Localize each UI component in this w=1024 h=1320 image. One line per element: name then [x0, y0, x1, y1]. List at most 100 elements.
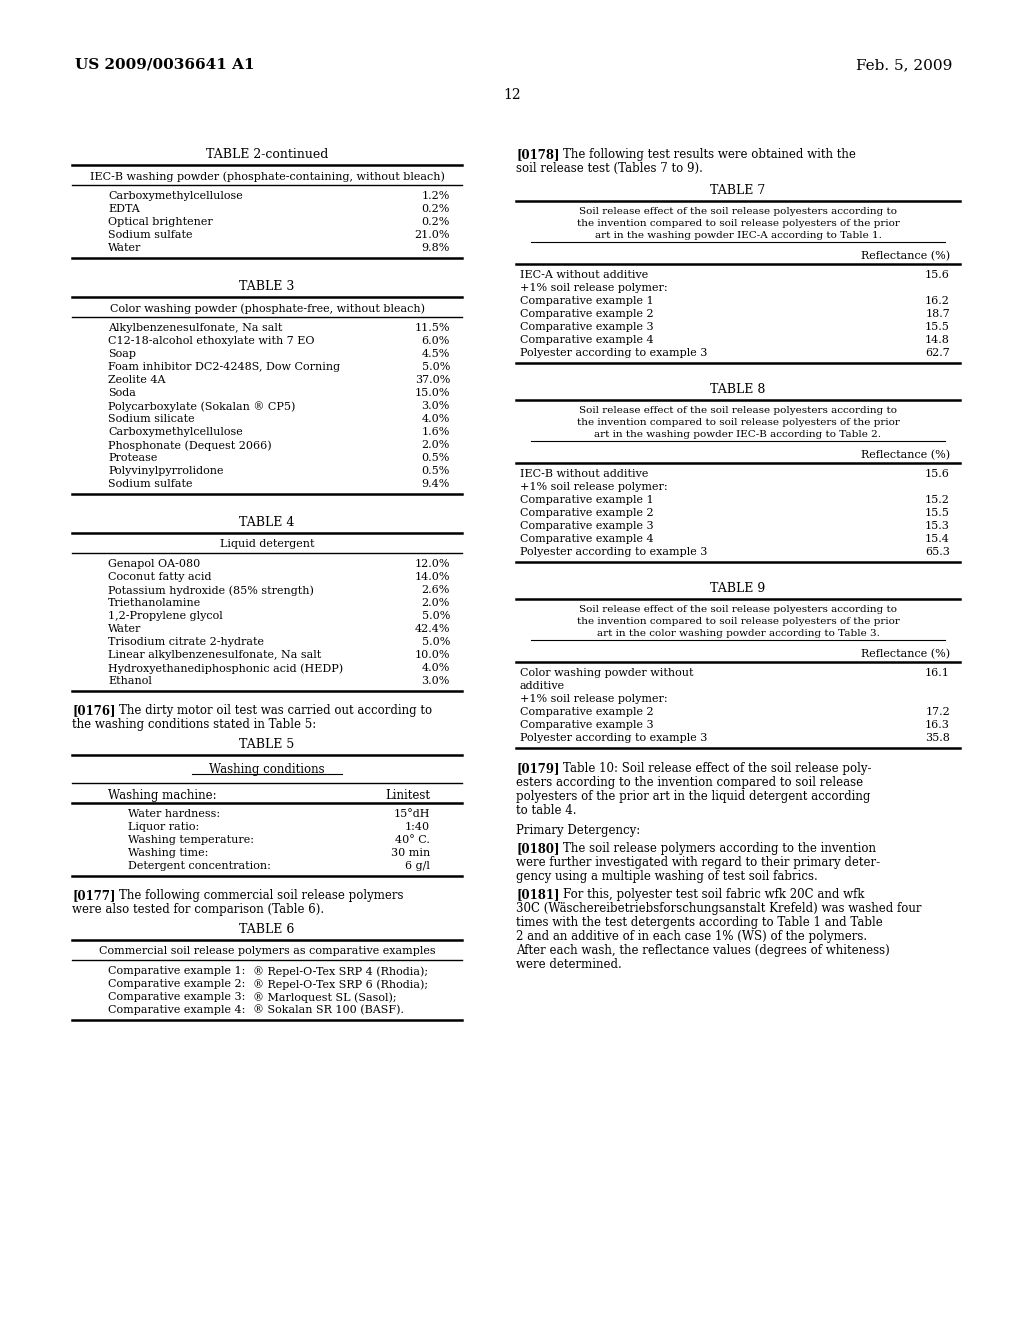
Text: Triethanolamine: Triethanolamine [108, 598, 202, 609]
Text: the invention compared to soil release polyesters of the prior: the invention compared to soil release p… [577, 219, 899, 228]
Text: Reflectance (%): Reflectance (%) [861, 450, 950, 461]
Text: Comparative example 1: Comparative example 1 [520, 296, 653, 306]
Text: 14.0%: 14.0% [415, 572, 450, 582]
Text: the washing conditions stated in Table 5:: the washing conditions stated in Table 5… [72, 718, 316, 731]
Text: ® Repel-O-Tex SRP 4 (Rhodia);: ® Repel-O-Tex SRP 4 (Rhodia); [253, 966, 428, 977]
Text: Carboxymethylcellulose: Carboxymethylcellulose [108, 191, 243, 201]
Text: Soda: Soda [108, 388, 136, 399]
Text: 5.0%: 5.0% [422, 362, 450, 372]
Text: Comparative example 2: Comparative example 2 [520, 508, 653, 517]
Text: 17.2: 17.2 [926, 708, 950, 717]
Text: Coconut fatty acid: Coconut fatty acid [108, 572, 212, 582]
Text: Liquid detergent: Liquid detergent [220, 539, 314, 549]
Text: Optical brightener: Optical brightener [108, 216, 213, 227]
Text: Zeolite 4A: Zeolite 4A [108, 375, 166, 385]
Text: Genapol OA-080: Genapol OA-080 [108, 558, 201, 569]
Text: 1.6%: 1.6% [422, 426, 450, 437]
Text: 11.5%: 11.5% [415, 323, 450, 333]
Text: 15.4: 15.4 [925, 535, 950, 544]
Text: 1,2-Propylene glycol: 1,2-Propylene glycol [108, 611, 223, 620]
Text: [0177]: [0177] [72, 888, 116, 902]
Text: 4.5%: 4.5% [422, 348, 450, 359]
Text: Carboxymethylcellulose: Carboxymethylcellulose [108, 426, 243, 437]
Text: Comparative example 3: Comparative example 3 [520, 322, 653, 333]
Text: 12.0%: 12.0% [415, 558, 450, 569]
Text: Liquor ratio:: Liquor ratio: [128, 822, 200, 832]
Text: Reflectance (%): Reflectance (%) [861, 251, 950, 261]
Text: Polyester according to example 3: Polyester according to example 3 [520, 546, 708, 557]
Text: 18.7: 18.7 [926, 309, 950, 319]
Text: Primary Detergency:: Primary Detergency: [516, 824, 640, 837]
Text: the invention compared to soil release polyesters of the prior: the invention compared to soil release p… [577, 616, 899, 626]
Text: 0.5%: 0.5% [422, 466, 450, 477]
Text: Comparative example 2: Comparative example 2 [520, 309, 653, 319]
Text: 12: 12 [503, 88, 521, 102]
Text: 21.0%: 21.0% [415, 230, 450, 240]
Text: Table 10: Soil release effect of the soil release poly-: Table 10: Soil release effect of the soi… [563, 762, 871, 775]
Text: Polyester according to example 3: Polyester according to example 3 [520, 348, 708, 358]
Text: The following test results were obtained with the: The following test results were obtained… [563, 148, 856, 161]
Text: 15°dH: 15°dH [393, 809, 430, 818]
Text: 16.3: 16.3 [925, 719, 950, 730]
Text: The soil release polymers according to the invention: The soil release polymers according to t… [563, 842, 876, 855]
Text: 0.5%: 0.5% [422, 453, 450, 463]
Text: 65.3: 65.3 [925, 546, 950, 557]
Text: Color washing powder without: Color washing powder without [520, 668, 693, 678]
Text: Water hardness:: Water hardness: [128, 809, 220, 818]
Text: [0181]: [0181] [516, 888, 559, 902]
Text: Sodium sulfate: Sodium sulfate [108, 230, 193, 240]
Text: 10.0%: 10.0% [415, 649, 450, 660]
Text: IEC-A without additive: IEC-A without additive [520, 271, 648, 280]
Text: 3.0%: 3.0% [422, 401, 450, 411]
Text: Comparative example 4:: Comparative example 4: [108, 1005, 246, 1015]
Text: 6.0%: 6.0% [422, 337, 450, 346]
Text: Comparative example 3: Comparative example 3 [520, 521, 653, 531]
Text: The dirty motor oil test was carried out according to: The dirty motor oil test was carried out… [119, 704, 432, 717]
Text: EDTA: EDTA [108, 205, 139, 214]
Text: art in the washing powder IEC-A according to Table 1.: art in the washing powder IEC-A accordin… [595, 231, 882, 240]
Text: For this, polyester test soil fabric wfk 20C and wfk: For this, polyester test soil fabric wfk… [563, 888, 864, 902]
Text: Commercial soil release polymers as comparative examples: Commercial soil release polymers as comp… [98, 946, 435, 956]
Text: IEC-B without additive: IEC-B without additive [520, 469, 648, 479]
Text: 0.2%: 0.2% [422, 205, 450, 214]
Text: IEC-B washing powder (phosphate-containing, without bleach): IEC-B washing powder (phosphate-containi… [89, 172, 444, 182]
Text: TABLE 3: TABLE 3 [240, 280, 295, 293]
Text: Ethanol: Ethanol [108, 676, 152, 686]
Text: TABLE 8: TABLE 8 [711, 383, 766, 396]
Text: Linitest: Linitest [385, 789, 430, 803]
Text: 0.2%: 0.2% [422, 216, 450, 227]
Text: 3.0%: 3.0% [422, 676, 450, 686]
Text: Feb. 5, 2009: Feb. 5, 2009 [856, 58, 952, 73]
Text: Linear alkylbenzenesulfonate, Na salt: Linear alkylbenzenesulfonate, Na salt [108, 649, 322, 660]
Text: 9.8%: 9.8% [422, 243, 450, 253]
Text: 15.6: 15.6 [925, 271, 950, 280]
Text: Washing conditions: Washing conditions [209, 763, 325, 776]
Text: TABLE 2-continued: TABLE 2-continued [206, 148, 328, 161]
Text: 16.1: 16.1 [925, 668, 950, 678]
Text: 15.2: 15.2 [925, 495, 950, 506]
Text: ® Marloquest SL (Sasol);: ® Marloquest SL (Sasol); [253, 993, 396, 1003]
Text: Comparative example 4: Comparative example 4 [520, 535, 653, 544]
Text: 2.6%: 2.6% [422, 585, 450, 595]
Text: [0178]: [0178] [516, 148, 559, 161]
Text: Color washing powder (phosphate-free, without bleach): Color washing powder (phosphate-free, wi… [110, 304, 425, 314]
Text: 15.0%: 15.0% [415, 388, 450, 399]
Text: Washing temperature:: Washing temperature: [128, 836, 254, 845]
Text: art in the color washing powder according to Table 3.: art in the color washing powder accordin… [597, 630, 880, 638]
Text: [0176]: [0176] [72, 704, 116, 717]
Text: art in the washing powder IEC-B according to Table 2.: art in the washing powder IEC-B accordin… [595, 430, 882, 440]
Text: ® Sokalan SR 100 (BASF).: ® Sokalan SR 100 (BASF). [253, 1005, 404, 1015]
Text: polyesters of the prior art in the liquid detergent according: polyesters of the prior art in the liqui… [516, 789, 870, 803]
Text: Polycarboxylate (Sokalan ® CP5): Polycarboxylate (Sokalan ® CP5) [108, 401, 295, 412]
Text: Water: Water [108, 624, 141, 634]
Text: Sodium sulfate: Sodium sulfate [108, 479, 193, 488]
Text: 30 min: 30 min [391, 847, 430, 858]
Text: 9.4%: 9.4% [422, 479, 450, 488]
Text: Soil release effect of the soil release polyesters according to: Soil release effect of the soil release … [579, 207, 897, 216]
Text: Soap: Soap [108, 348, 136, 359]
Text: Comparative example 4: Comparative example 4 [520, 335, 653, 345]
Text: Alkylbenzenesulfonate, Na salt: Alkylbenzenesulfonate, Na salt [108, 323, 283, 333]
Text: Polyester according to example 3: Polyester according to example 3 [520, 733, 708, 743]
Text: Water: Water [108, 243, 141, 253]
Text: TABLE 9: TABLE 9 [711, 582, 766, 595]
